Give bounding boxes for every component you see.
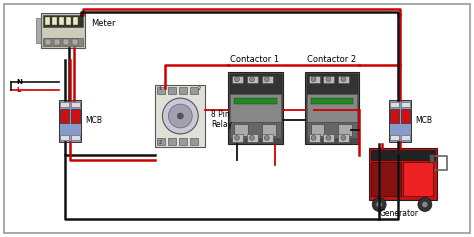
- Bar: [232, 76, 243, 83]
- Circle shape: [168, 104, 192, 128]
- Circle shape: [311, 135, 316, 140]
- Bar: [247, 134, 258, 142]
- Bar: [323, 76, 335, 83]
- Bar: [66, 17, 71, 25]
- Bar: [190, 87, 198, 94]
- Bar: [168, 87, 176, 94]
- Text: MCB: MCB: [415, 116, 432, 125]
- Bar: [371, 162, 401, 196]
- Bar: [323, 134, 335, 142]
- Bar: [401, 109, 410, 123]
- Text: 8 Pin
Relay: 8 Pin Relay: [211, 110, 232, 129]
- Bar: [262, 76, 273, 83]
- Circle shape: [235, 135, 239, 140]
- Circle shape: [235, 77, 239, 82]
- Bar: [179, 87, 187, 94]
- Text: Contactor 2: Contactor 2: [307, 55, 356, 64]
- Circle shape: [326, 77, 331, 82]
- Bar: [338, 124, 352, 136]
- Bar: [60, 109, 69, 123]
- Bar: [43, 38, 83, 46]
- Bar: [403, 162, 433, 196]
- Bar: [155, 85, 205, 147]
- Bar: [401, 135, 410, 140]
- Bar: [71, 102, 80, 107]
- Circle shape: [311, 77, 316, 82]
- Bar: [309, 134, 319, 142]
- Circle shape: [177, 113, 183, 119]
- Bar: [230, 94, 281, 122]
- Bar: [390, 109, 399, 123]
- Text: Generator: Generator: [379, 210, 418, 219]
- Bar: [59, 100, 81, 142]
- Text: 1: 1: [158, 86, 162, 91]
- Text: MCB: MCB: [85, 116, 102, 125]
- Bar: [234, 98, 277, 104]
- Bar: [310, 98, 353, 104]
- Bar: [72, 40, 78, 46]
- Bar: [262, 134, 273, 142]
- Circle shape: [264, 135, 269, 140]
- Circle shape: [376, 201, 382, 207]
- Bar: [338, 134, 349, 142]
- Bar: [390, 135, 399, 140]
- Text: L: L: [16, 87, 21, 93]
- Bar: [36, 18, 41, 43]
- Circle shape: [163, 98, 198, 134]
- Circle shape: [422, 201, 428, 207]
- Bar: [369, 148, 437, 200]
- Bar: [45, 17, 50, 25]
- Bar: [228, 72, 283, 144]
- Circle shape: [418, 197, 432, 211]
- Text: Contactor 1: Contactor 1: [230, 55, 280, 64]
- Bar: [429, 154, 434, 162]
- Bar: [310, 124, 325, 136]
- Circle shape: [264, 77, 269, 82]
- Bar: [43, 15, 83, 27]
- Bar: [71, 135, 80, 140]
- Bar: [307, 122, 357, 138]
- Circle shape: [372, 197, 386, 211]
- Bar: [232, 134, 243, 142]
- Bar: [401, 102, 410, 107]
- Bar: [262, 124, 276, 136]
- Bar: [60, 102, 69, 107]
- Bar: [389, 100, 411, 142]
- Bar: [45, 40, 51, 46]
- Bar: [190, 138, 198, 145]
- Bar: [247, 76, 258, 83]
- Bar: [307, 94, 357, 122]
- Circle shape: [341, 135, 346, 140]
- Text: 2: 2: [197, 86, 201, 91]
- Bar: [371, 150, 435, 160]
- Circle shape: [249, 77, 255, 82]
- Bar: [230, 74, 281, 94]
- Bar: [71, 109, 80, 123]
- Bar: [157, 138, 165, 145]
- Bar: [234, 124, 248, 136]
- Bar: [390, 102, 399, 107]
- Bar: [52, 17, 57, 25]
- Circle shape: [341, 77, 346, 82]
- Bar: [230, 122, 281, 138]
- Text: Meter: Meter: [91, 18, 115, 27]
- Bar: [307, 74, 357, 94]
- Bar: [305, 72, 359, 144]
- Text: N: N: [16, 79, 22, 85]
- Bar: [338, 76, 349, 83]
- Bar: [179, 138, 187, 145]
- Bar: [157, 87, 165, 94]
- Bar: [63, 40, 69, 46]
- Text: 2: 2: [158, 140, 162, 145]
- Bar: [41, 13, 85, 48]
- Bar: [309, 76, 319, 83]
- Circle shape: [326, 135, 331, 140]
- Bar: [60, 135, 69, 140]
- Bar: [54, 40, 60, 46]
- Circle shape: [249, 135, 255, 140]
- Bar: [168, 138, 176, 145]
- Bar: [59, 17, 64, 25]
- Bar: [73, 17, 78, 25]
